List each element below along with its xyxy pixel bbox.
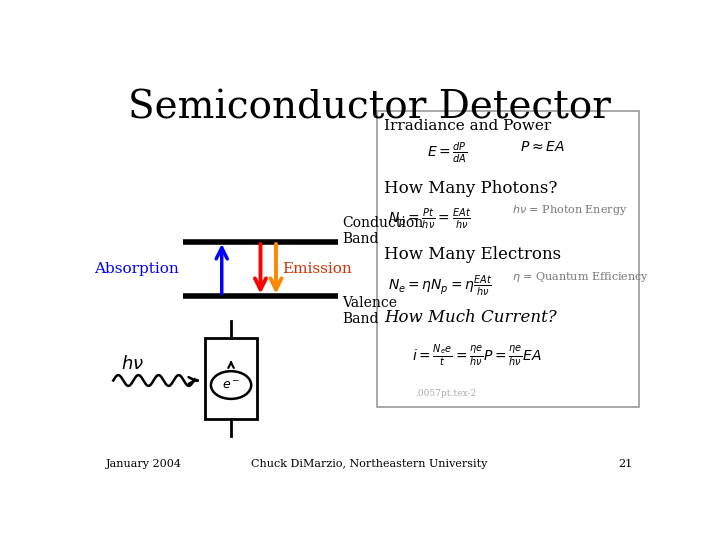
- Text: $E = \frac{dP}{dA}$: $E = \frac{dP}{dA}$: [427, 140, 468, 165]
- Text: Semiconductor Detector: Semiconductor Detector: [127, 90, 611, 126]
- Text: 21: 21: [618, 459, 632, 469]
- Text: $N_p = \frac{Pt}{h\nu} = \frac{EAt}{h\nu}$: $N_p = \frac{Pt}{h\nu} = \frac{EAt}{h\nu…: [388, 207, 472, 232]
- Bar: [204, 338, 258, 419]
- Text: Valence
Band: Valence Band: [342, 296, 397, 326]
- Text: Absorption: Absorption: [94, 262, 179, 276]
- Text: How Much Current?: How Much Current?: [384, 309, 557, 326]
- Text: How Many Electrons: How Many Electrons: [384, 246, 562, 263]
- Text: Conduction
Band: Conduction Band: [342, 216, 423, 246]
- Text: $i = \frac{N_e e}{t} = \frac{\eta e}{h\nu}P = \frac{\eta e}{h\nu}EA$: $i = \frac{N_e e}{t} = \frac{\eta e}{h\n…: [412, 342, 541, 369]
- Text: $P \approx EA$: $P \approx EA$: [520, 140, 564, 154]
- Text: How Many Photons?: How Many Photons?: [384, 180, 558, 197]
- Text: $N_e = \eta N_p = \eta\frac{EAt}{h\nu}$: $N_e = \eta N_p = \eta\frac{EAt}{h\nu}$: [388, 274, 492, 299]
- Text: Irradiance and Power: Irradiance and Power: [384, 119, 552, 133]
- Text: $\eta$ = Quantum Efficiency: $\eta$ = Quantum Efficiency: [513, 271, 649, 285]
- Text: Emission: Emission: [282, 262, 352, 276]
- Text: Chuck DiMarzio, Northeastern University: Chuck DiMarzio, Northeastern University: [251, 459, 487, 469]
- Text: January 2004: January 2004: [106, 459, 181, 469]
- Ellipse shape: [211, 371, 251, 399]
- Text: $e^-$: $e^-$: [222, 379, 240, 392]
- Text: .0057pt.tex-2: .0057pt.tex-2: [415, 389, 477, 398]
- Bar: [377, 111, 639, 408]
- Text: $h\nu$ = Photon Energy: $h\nu$ = Photon Energy: [513, 204, 628, 218]
- Text: $h\nu$: $h\nu$: [121, 355, 144, 373]
